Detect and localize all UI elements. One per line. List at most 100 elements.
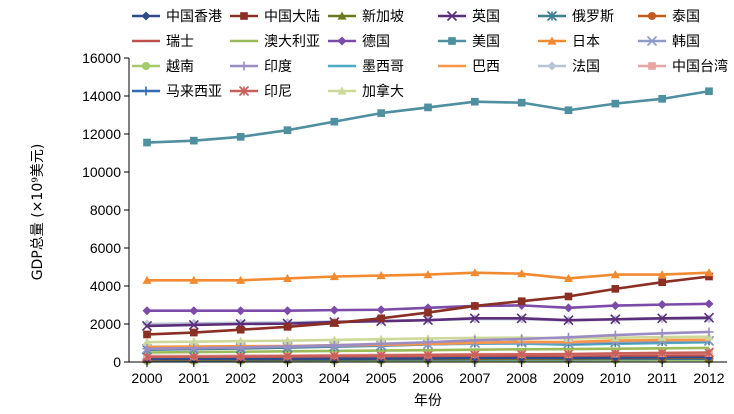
y-tick-label: 8000	[90, 202, 121, 218]
data-point	[516, 349, 527, 360]
legend-marker	[337, 86, 347, 95]
data-point	[376, 334, 386, 343]
data-point	[376, 271, 386, 280]
legend-marker	[141, 11, 151, 21]
data-point	[610, 348, 621, 359]
legend-item: 印度	[230, 59, 292, 75]
legend-item: 澳大利亚	[230, 34, 320, 50]
legend-item: 瑞士	[132, 34, 194, 50]
data-point	[517, 98, 526, 107]
data-point	[424, 103, 432, 112]
data-point	[517, 297, 526, 306]
data-point	[377, 109, 385, 117]
legend-item: 中国台湾	[638, 58, 728, 75]
legend-label: 英国	[472, 8, 500, 25]
y-tick-label: 6000	[90, 240, 121, 256]
y-tick-label: 14000	[82, 88, 121, 104]
data-point	[658, 95, 666, 103]
legend-item: 美国	[438, 34, 500, 50]
legend-item: 加拿大	[328, 83, 404, 100]
data-point	[236, 336, 246, 345]
y-tick-label: 10000	[82, 164, 121, 180]
data-point	[704, 268, 714, 277]
legend-item: 德国	[328, 34, 390, 50]
data-point	[563, 315, 574, 326]
data-point	[188, 351, 199, 362]
legend-label: 马来西亚	[166, 84, 222, 100]
data-point	[189, 275, 199, 284]
data-point	[330, 117, 339, 126]
legend-marker	[337, 36, 347, 46]
legend-item: 泰国	[638, 9, 700, 25]
x-tick-label: 2007	[459, 370, 490, 386]
data-point	[610, 301, 620, 311]
series-layer	[141, 87, 715, 366]
x-tick-label: 2000	[131, 370, 162, 386]
legend-item: 马来西亚	[132, 84, 222, 100]
x-tick-label: 2008	[506, 370, 537, 386]
data-point	[142, 319, 152, 329]
data-point	[470, 268, 480, 277]
legend-label: 新加坡	[362, 9, 404, 25]
legend-label: 中国香港	[166, 9, 222, 25]
data-point	[704, 299, 714, 309]
x-tick-label: 2001	[178, 370, 209, 386]
data-point	[376, 305, 386, 315]
data-point	[517, 334, 527, 344]
legend-label: 美国	[472, 34, 500, 50]
data-point	[329, 350, 340, 361]
data-point	[236, 306, 246, 316]
data-point	[658, 278, 666, 287]
data-point	[189, 343, 199, 353]
data-point	[563, 348, 574, 360]
legend-label: 中国台湾	[672, 58, 728, 75]
data-point	[283, 341, 292, 351]
data-point	[283, 336, 292, 345]
legend-marker	[547, 61, 557, 71]
data-point	[143, 138, 151, 147]
data-point	[141, 320, 153, 331]
x-axis-title: 年份	[414, 393, 442, 409]
data-point	[610, 314, 621, 325]
data-point	[610, 330, 620, 340]
data-point	[703, 347, 715, 358]
data-point	[423, 337, 433, 347]
x-tick-label: 2009	[553, 370, 584, 386]
data-point	[422, 315, 434, 326]
legend-item: 巴西	[438, 59, 500, 75]
data-point	[422, 350, 434, 361]
data-point	[142, 337, 152, 346]
data-point	[564, 303, 573, 313]
legend-label: 墨西哥	[362, 59, 404, 75]
legend-item: 新加坡	[328, 9, 404, 25]
data-point	[376, 339, 386, 349]
data-point	[471, 302, 479, 310]
data-point	[236, 343, 246, 353]
data-point	[564, 292, 573, 301]
data-point	[611, 99, 620, 108]
y-tick-label: 12000	[82, 126, 121, 142]
x-tick-label: 2010	[600, 370, 631, 386]
data-point	[329, 272, 339, 281]
y-tick-label: 4000	[90, 278, 121, 294]
y-ticks: 0 2000 4000 6000 8000 10000 12000 14000 16000	[82, 50, 129, 370]
legend-marker	[646, 35, 658, 47]
data-point	[657, 300, 667, 310]
legend-item: 俄罗斯	[538, 9, 614, 25]
data-point	[283, 306, 292, 316]
data-point	[236, 133, 245, 141]
series-9	[142, 299, 714, 316]
data-point	[424, 308, 432, 317]
x-tick-label: 2012	[693, 370, 724, 386]
data-point	[469, 349, 480, 360]
x-tick-label: 2011	[647, 370, 677, 386]
legend-item: 中国大陆	[230, 9, 320, 25]
series-20	[141, 347, 715, 362]
legend-label: 印度	[264, 59, 292, 75]
legend-marker	[547, 36, 557, 45]
legend-marker	[239, 61, 249, 71]
legend-label: 越南	[166, 59, 194, 75]
series-11	[142, 268, 714, 284]
data-point	[704, 327, 714, 337]
